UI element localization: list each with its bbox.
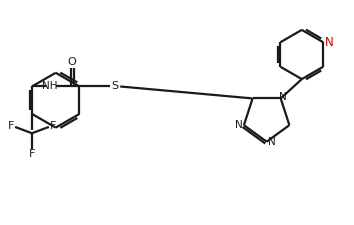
Text: N: N (325, 36, 334, 49)
Text: F: F (29, 149, 35, 159)
Text: F: F (8, 121, 14, 131)
Text: O: O (67, 57, 76, 67)
Text: N: N (235, 120, 243, 130)
Text: F: F (50, 121, 56, 131)
Text: N: N (279, 92, 287, 102)
Text: NH: NH (42, 81, 58, 92)
Text: S: S (112, 81, 119, 92)
Text: N: N (268, 137, 275, 147)
